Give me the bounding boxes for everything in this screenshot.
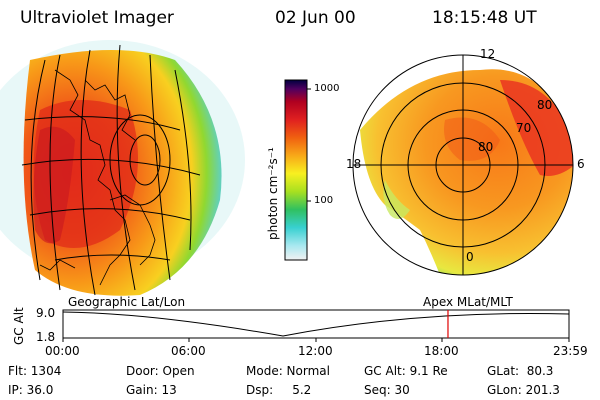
geographic-auroral-image [0,40,245,296]
mlt-label-6: 6 [577,157,585,171]
mode-value: Mode: Normal [246,364,330,378]
sequence-number: Seq: 30 [364,383,410,397]
timeline-tick-3: 18:00 [424,344,459,358]
timeline-tick-1: 06:00 [171,344,206,358]
mlt-label-12: 12 [480,47,496,61]
geographic-latitude: GLat: 80.3 [487,364,554,378]
ip-value: IP: 36.0 [8,383,54,397]
timeline-y-bottom: 1.8 [36,330,56,344]
colorbar-tick-100: 100 [314,195,334,206]
mlat-label-80-outer: 80 [537,98,553,112]
colorbar-tick-1000: 1000 [314,83,340,94]
instrument-title: Ultraviolet Imager [20,8,174,28]
timeline-tick-2: 12:00 [298,344,333,358]
timeline-y-top: 9.0 [36,306,56,320]
observation-date: 02 Jun 00 [275,8,356,28]
gc-altitude: GC Alt: 9.1 Re [364,364,448,378]
apex-caption: Apex MLat/MLT [423,295,513,309]
gain-value: Gain: 13 [126,383,177,397]
door-status: Door: Open [126,364,195,378]
observation-time: 18:15:48 UT [432,8,537,28]
mlat-label-80-inner: 80 [478,140,494,154]
timeline-y-label: GC Alt [12,307,26,345]
mlat-label-70: 70 [516,121,532,135]
geographic-caption: Geographic Lat/Lon [68,295,186,309]
mlt-label-18: 18 [346,157,362,171]
dsp-value: Dsp: 5.2 [246,383,312,397]
geographic-longitude: GLon: 201.3 [487,383,560,397]
colorbar-unit-label: photon cm⁻²s⁻¹ [266,147,280,240]
mlt-label-0: 0 [466,250,474,264]
timeline-tick-0: 00:00 [45,344,80,358]
flight-number: Flt: 1304 [8,364,62,378]
intensity-colorbar [284,79,311,261]
timeline-tick-4: 23:59 [553,344,588,358]
altitude-timeline [62,309,570,342]
polar-mlat-mlt-plot [352,54,574,276]
